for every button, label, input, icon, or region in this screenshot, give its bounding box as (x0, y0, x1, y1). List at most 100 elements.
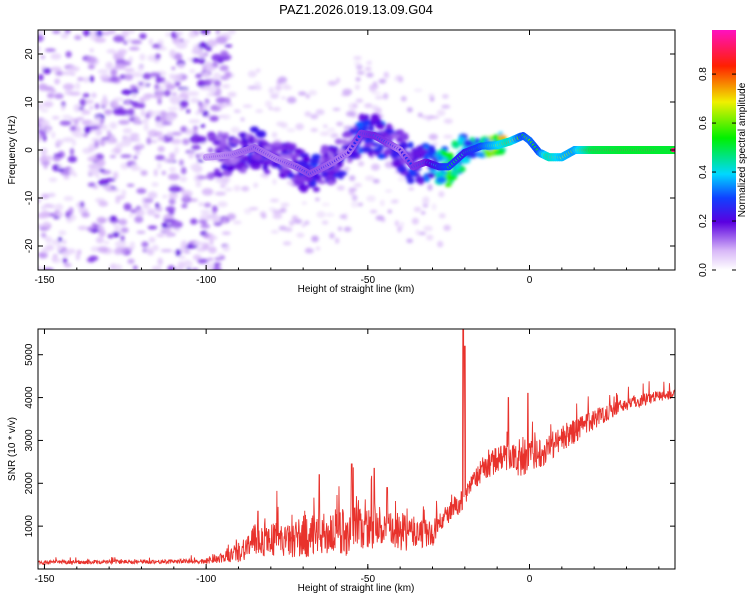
noise-blob (40, 55, 46, 59)
noise-blob (114, 63, 127, 70)
spectrogram-ylabel: Frequency (Hz) (7, 116, 18, 185)
noise-blob (47, 204, 55, 209)
noise-blob (108, 135, 116, 140)
noise-blob (68, 168, 75, 175)
noise-blob (184, 250, 191, 254)
band-blob (440, 149, 448, 157)
band-blob (405, 173, 413, 180)
noise-blob (209, 237, 214, 246)
noise-blob (69, 147, 75, 156)
noise-blob (165, 83, 176, 90)
noise-blob (38, 103, 44, 110)
band-blob (484, 150, 493, 158)
spectrogram-ytick-label: -10 (24, 190, 35, 205)
band-blob (216, 136, 223, 141)
noise-blob (325, 212, 335, 217)
noise-blob (62, 137, 75, 143)
noise-blob (413, 206, 422, 212)
noise-blob (224, 71, 232, 79)
noise-blob (305, 94, 310, 99)
noise-blob (255, 109, 263, 113)
band-blob (294, 148, 303, 154)
noise-blob (426, 115, 435, 119)
noise-blob (212, 235, 218, 240)
noise-blob (274, 90, 281, 95)
noise-blob (118, 119, 130, 125)
band-blob (342, 131, 353, 138)
noise-blob (204, 262, 215, 270)
noise-blob (96, 159, 106, 167)
noise-blob (139, 53, 146, 61)
noise-blob (224, 187, 233, 192)
noise-blob (329, 232, 335, 239)
noise-blob (437, 240, 444, 248)
noise-blob (157, 97, 162, 105)
noise-blob (304, 111, 312, 117)
band-blob (363, 142, 374, 148)
noise-blob (136, 188, 147, 194)
noise-blob (273, 138, 281, 142)
noise-blob (113, 35, 125, 43)
band-blob (427, 172, 436, 179)
noise-blob (42, 249, 49, 254)
band-blob (253, 137, 259, 144)
noise-blob (310, 114, 319, 120)
noise-blob (71, 130, 79, 136)
noise-blob (148, 38, 153, 46)
noise-blob (162, 194, 168, 199)
noise-blob (366, 195, 376, 202)
noise-blob (146, 208, 156, 216)
noise-blob (206, 93, 215, 97)
noise-blob (40, 210, 51, 219)
noise-blob (279, 207, 287, 213)
noise-blob (39, 119, 50, 128)
noise-blob (151, 182, 159, 187)
noise-blob (383, 71, 389, 77)
snr-ticks: -150 -100 -50 0 1000 2000 3000 4000 5000 (24, 329, 675, 585)
noise-blob (378, 78, 387, 84)
noise-blob (212, 72, 222, 81)
noise-blob (208, 40, 218, 46)
noise-blob (339, 214, 347, 219)
noise-blob (214, 257, 223, 261)
noise-blob (169, 95, 181, 103)
noise-blob (69, 117, 76, 122)
noise-blob (95, 236, 104, 244)
noise-blob (50, 66, 62, 72)
noise-blob (168, 173, 180, 181)
noise-blob (130, 39, 143, 45)
noise-blob (202, 234, 210, 238)
noise-blob (130, 133, 140, 139)
noise-blob (222, 245, 230, 252)
noise-blob (343, 226, 352, 232)
noise-blob (118, 109, 130, 116)
noise-blob (72, 172, 77, 177)
noise-blob (183, 194, 190, 200)
noise-blob (180, 88, 189, 93)
noise-blob (141, 241, 149, 248)
noise-blob (84, 110, 91, 115)
noise-blob (170, 138, 182, 145)
noise-blob (308, 89, 318, 96)
noise-blob (137, 65, 144, 71)
noise-blob (140, 170, 148, 176)
noise-blob (82, 30, 91, 37)
noise-blob (426, 234, 434, 241)
band-blob (241, 139, 249, 144)
noise-blob (157, 162, 162, 170)
noise-blob (214, 191, 227, 196)
noise-blob (319, 131, 330, 137)
noise-blob (220, 50, 229, 57)
noise-blob (304, 220, 310, 225)
band-blob (410, 169, 417, 177)
band-blob (428, 145, 436, 152)
band-blob (326, 179, 335, 186)
noise-blob (442, 94, 449, 99)
noise-blob (64, 30, 71, 34)
noise-blob (199, 86, 211, 91)
noise-blob (350, 201, 359, 208)
noise-blob (166, 131, 172, 138)
noise-blob (136, 230, 146, 234)
band-blob (391, 160, 402, 167)
noise-blob (170, 220, 183, 229)
